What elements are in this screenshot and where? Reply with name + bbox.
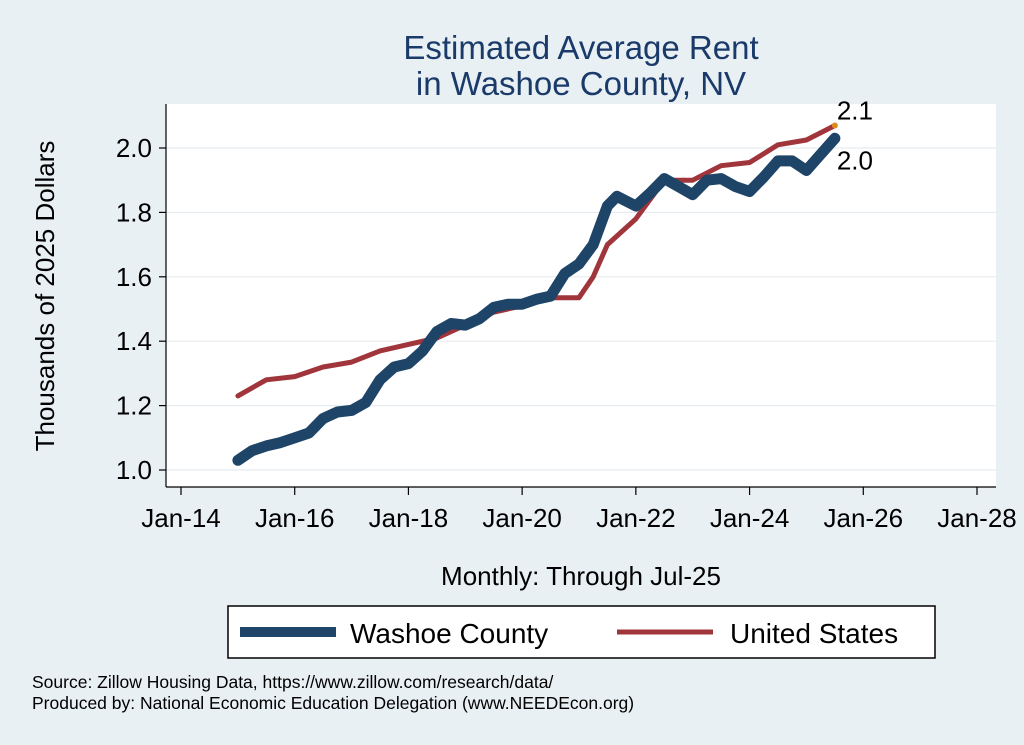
y-axis-label: Thousands of 2025 Dollars — [30, 141, 60, 452]
x-tick-label: Jan-14 — [141, 503, 221, 533]
series-line-washoe-county — [232, 132, 841, 466]
end-marker-united-states — [831, 122, 838, 129]
source-note: Source: Zillow Housing Data, https://www… — [32, 672, 553, 692]
x-tick-label: Jan-24 — [710, 503, 790, 533]
legend-box — [227, 605, 936, 659]
end-label-united-states: 2.1 — [837, 95, 873, 125]
legend: Washoe County United States — [227, 605, 936, 659]
y-tick-label: 1.6 — [116, 262, 152, 292]
y-tick-label: 1.0 — [116, 455, 152, 485]
chart-title-line-2: in Washoe County, NV — [416, 65, 746, 102]
x-tick-label: Jan-16 — [255, 503, 335, 533]
y-tick-label: 1.2 — [116, 391, 152, 421]
x-axis-label: Monthly: Through Jul-25 — [441, 561, 721, 591]
end-label-washoe-county: 2.0 — [837, 145, 873, 175]
x-tick-label: Jan-18 — [369, 503, 449, 533]
chart-title-line-1: Estimated Average Rent — [403, 29, 758, 66]
legend-label-us: United States — [730, 618, 898, 649]
legend-label-washoe: Washoe County — [350, 618, 548, 649]
x-tick-label: Jan-20 — [482, 503, 562, 533]
y-tick-label: 1.8 — [116, 197, 152, 227]
producer-note: Produced by: National Economic Education… — [32, 693, 634, 713]
x-tick-label: Jan-28 — [937, 503, 1017, 533]
axes: 1.0 1.2 1.4 1.6 1.8 2.0 Jan-14 Jan-16 Jan-18 Jan-… — [116, 104, 1017, 533]
y-tick-label: 2.0 — [116, 133, 152, 163]
x-tick-label: Jan-22 — [596, 503, 676, 533]
y-tick-label: 1.4 — [116, 326, 152, 356]
gridlines — [166, 147, 996, 471]
series-layer: 2.1 2.0 — [232, 95, 873, 466]
x-tick-label: Jan-26 — [824, 503, 904, 533]
